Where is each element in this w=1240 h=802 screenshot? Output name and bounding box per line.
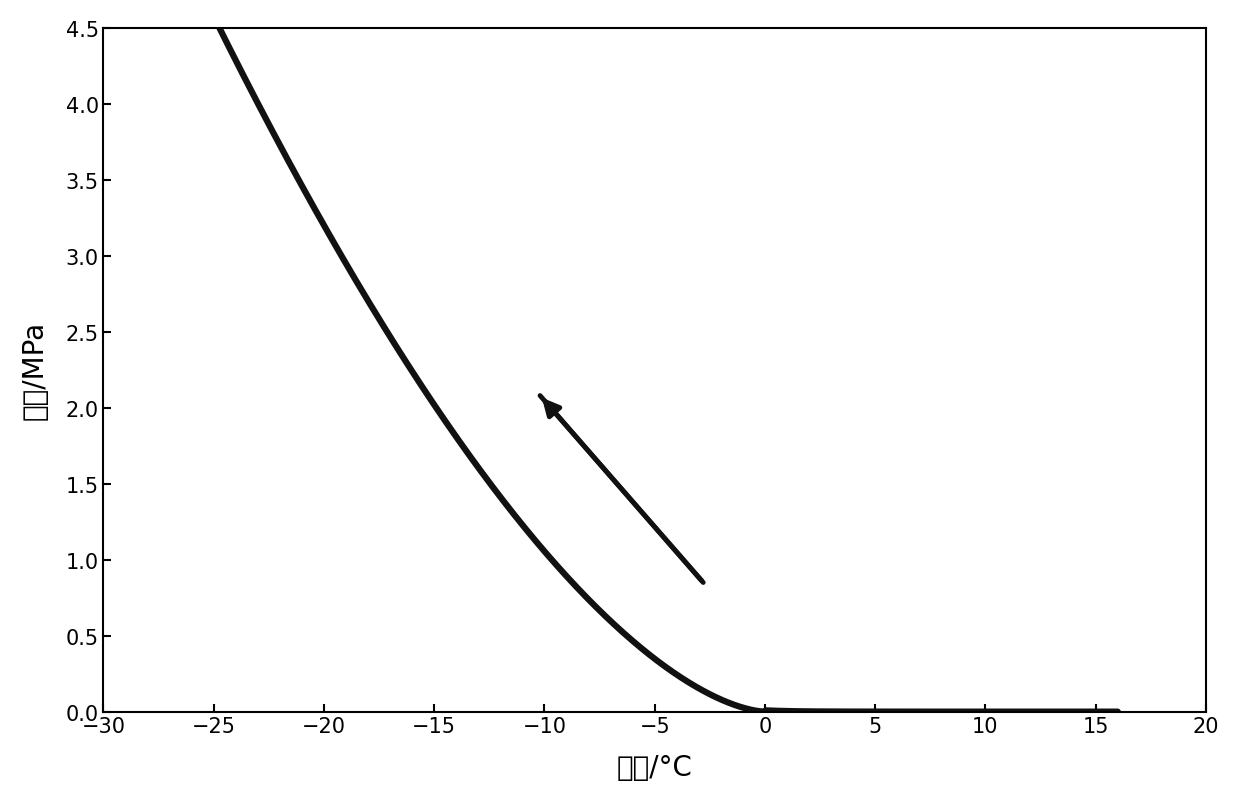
X-axis label: 温度/°C: 温度/°C: [616, 753, 693, 781]
Y-axis label: 应力/MPa: 应力/MPa: [21, 321, 48, 419]
